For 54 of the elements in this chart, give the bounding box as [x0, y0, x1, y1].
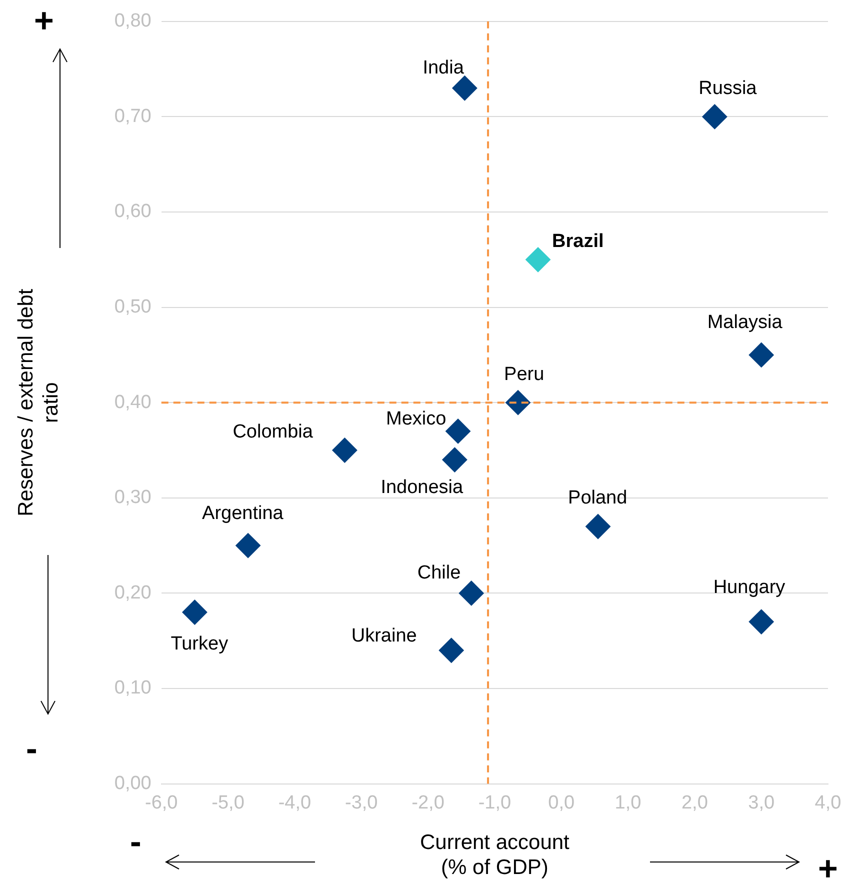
series-label: Peru	[504, 364, 544, 385]
point	[702, 104, 728, 130]
x-tick-label: -4,0	[278, 792, 312, 814]
point	[748, 342, 774, 368]
y-tick-label: 0,30	[114, 487, 152, 508]
series-label: Indonesia	[380, 477, 464, 498]
series-label: Ukraine	[351, 626, 417, 647]
series-label: Hungary	[713, 577, 786, 598]
series-label: Mexico	[386, 408, 446, 430]
point	[506, 390, 531, 416]
point	[586, 514, 611, 539]
y-tick-label: 0,70	[114, 106, 152, 127]
y-tick-label: 0,20	[114, 582, 152, 604]
y-tick-label: 0,80	[114, 10, 152, 32]
series-label: Colombia	[232, 421, 314, 442]
point	[526, 247, 551, 272]
x-tick-label: 2,0	[681, 792, 708, 814]
series-label: Argentina	[202, 502, 284, 524]
x-tick-label: -6,0	[145, 792, 178, 814]
point	[182, 600, 208, 625]
series-label: Malaysia	[707, 312, 783, 334]
x-tick-label: 3,0	[748, 792, 775, 814]
point	[748, 609, 774, 634]
y-tick-label: 0,50	[114, 296, 152, 318]
text: +	[34, 2, 54, 40]
y-tick-label: 0,40	[114, 392, 152, 413]
series-label: Chile	[417, 562, 461, 584]
x-tick-label: -2,0	[412, 792, 444, 814]
x-tick-label: -5,0	[212, 792, 244, 814]
x-tick-label: -3,0	[344, 792, 378, 814]
point	[442, 447, 468, 472]
x-tick-label: 0,0	[548, 792, 575, 814]
text: -	[130, 823, 142, 861]
y-tick-label: 0,60	[114, 201, 152, 222]
point	[236, 533, 261, 558]
y-tick-label: 0,10	[114, 678, 152, 699]
x-tick-label: -1,0	[478, 792, 512, 814]
x-tick-label: 4,0	[814, 792, 842, 814]
series-label: Poland	[568, 488, 628, 509]
text: +	[818, 850, 838, 888]
point	[452, 76, 478, 101]
point	[446, 418, 471, 444]
point	[332, 438, 358, 463]
series-label: India	[422, 57, 464, 78]
point	[458, 580, 484, 606]
series-label: Turkey	[170, 633, 229, 654]
y-tick-label: 0,00	[114, 773, 152, 794]
x-tick-label: 1,0	[614, 792, 642, 814]
y-axis-title: Reserves / external debt ratio	[14, 288, 63, 516]
x-axis-title: Current account (% of GDP)	[420, 830, 570, 880]
series-label: Brazil	[552, 230, 604, 252]
series-label: Russia	[698, 78, 758, 99]
text: -	[26, 730, 38, 768]
point	[438, 638, 464, 663]
